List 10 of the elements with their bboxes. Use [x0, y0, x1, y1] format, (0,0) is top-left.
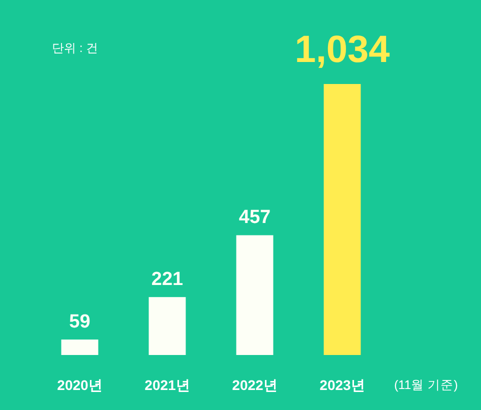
data-label: 221 — [151, 269, 184, 290]
data-label: 59 — [69, 312, 90, 333]
text: 단위 : 건 — [52, 41, 98, 55]
x-tick-label: 2022년 — [232, 377, 278, 393]
x-tick-label: 2020년 — [57, 377, 102, 393]
x-tick-label: 2023년 — [320, 377, 365, 393]
text: (11월 기준) — [394, 378, 458, 392]
data-label: 457 — [238, 207, 271, 228]
data-label: 1,034 — [294, 29, 390, 71]
x-tick-label: 2021년 — [144, 377, 190, 393]
